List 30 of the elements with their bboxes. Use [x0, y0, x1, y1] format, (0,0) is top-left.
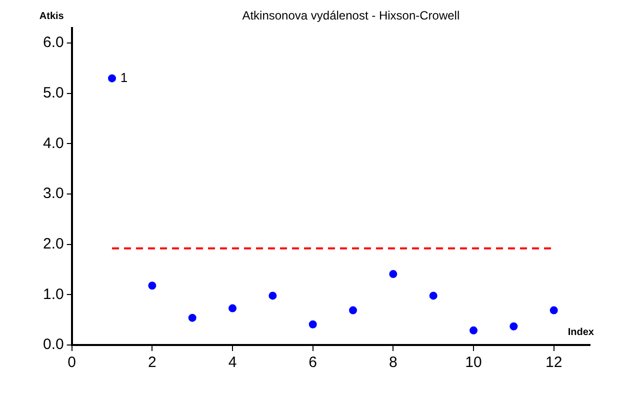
- x-axis-title: Index: [568, 326, 594, 338]
- y-tick-label: 0.0: [42, 336, 64, 354]
- x-tick-label: 0: [68, 354, 76, 372]
- point: [108, 74, 116, 82]
- point: [268, 292, 277, 300]
- point: [550, 306, 558, 314]
- point: [228, 304, 237, 312]
- point: [429, 292, 438, 300]
- x-tick-label: 2: [148, 354, 156, 372]
- y-tick-label: 5.0: [42, 84, 64, 102]
- x-tick-label: 4: [228, 354, 237, 372]
- annotation: 1: [120, 70, 128, 85]
- point: [148, 282, 156, 290]
- point: [389, 270, 398, 278]
- y-tick-label: 3.0: [42, 185, 64, 202]
- y-tick-label: 1.0: [42, 286, 64, 303]
- point: [510, 322, 518, 330]
- point: [188, 314, 196, 322]
- chart-title: Atkinsonova vydálenost - Hixson-Crowell: [242, 8, 460, 22]
- x-tick-label: 8: [389, 354, 398, 372]
- point: [308, 320, 317, 328]
- x-tick-label: 12: [546, 354, 562, 372]
- y-tick-label: 6.0: [42, 34, 64, 52]
- y-axis-title: Atkis: [39, 10, 64, 22]
- x-tick-label: 10: [465, 354, 482, 372]
- point: [470, 326, 478, 334]
- y-tick-label: 4.0: [42, 134, 64, 152]
- point: [349, 306, 358, 314]
- x-tick-label: 6: [308, 354, 318, 372]
- y-tick-label: 2.0: [42, 236, 64, 253]
